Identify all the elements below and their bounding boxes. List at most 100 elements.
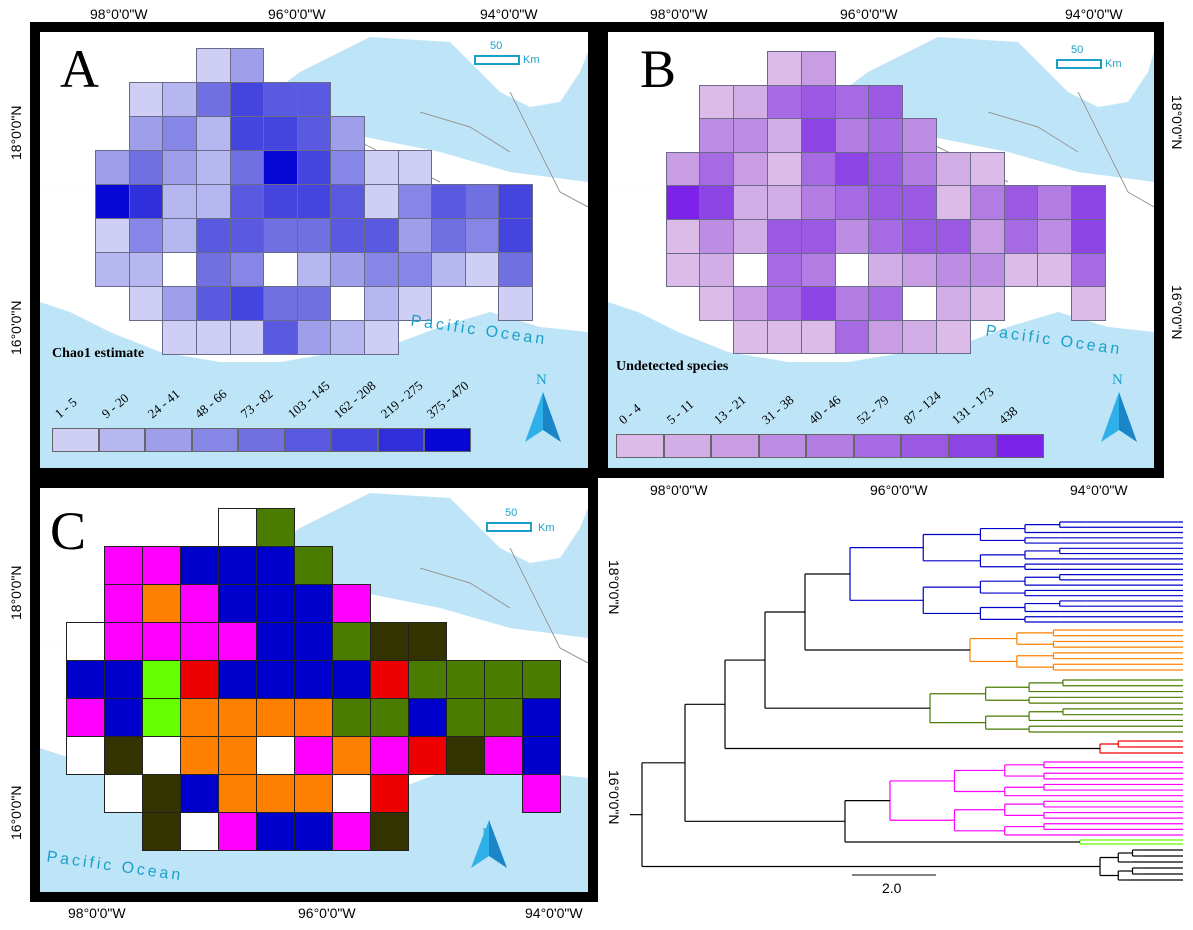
panel-a-grid-cell (296, 184, 332, 219)
panel-c-grid-cell (256, 774, 295, 813)
panel-b-grid-cell (733, 185, 768, 220)
panel-b-grid-cell (868, 185, 904, 220)
phylogenetic-tree (630, 521, 1183, 881)
panel-a-grid-cell (296, 218, 332, 253)
chao1-legend-swatch (331, 428, 378, 452)
panel-a-grid-cell (162, 218, 197, 253)
panel-b-grid-cell (902, 151, 937, 187)
chao1-legend-swatch (98, 428, 145, 452)
panel-c-grid-cell (142, 660, 181, 699)
panel-a-grid-cell (330, 150, 365, 185)
lon-label-96-bottom-b: 96°0'0"W (870, 482, 928, 498)
panel-a-grid-cell (229, 320, 265, 355)
panel-a-grid-cell (364, 286, 399, 321)
panel-c-grid-cell (332, 774, 371, 813)
panel-a-grid-cell (330, 286, 365, 321)
panel-a-grid-cell (364, 184, 399, 219)
panel-b-grid-cell (834, 252, 870, 288)
panel-b-grid-cell (969, 219, 1005, 254)
panel-c-grid-cell (104, 622, 143, 661)
panel-b-grid-cell (1037, 185, 1073, 220)
scale-bar-b (1056, 59, 1102, 69)
panel-b-grid-cell (936, 219, 971, 254)
panel-c-grid-cell (142, 812, 181, 851)
panel-b-grid-cell (969, 185, 1005, 220)
panel-c-grid-cell (522, 774, 561, 813)
panel-b-grid-cell (767, 84, 802, 120)
panel-a-grid-cell (330, 218, 365, 253)
panel-c-grid-cell (294, 584, 333, 623)
panel-a-grid-cell (263, 218, 298, 253)
panel-c-grid-cell (142, 698, 181, 737)
panel-b-grid-cell (936, 252, 971, 288)
panel-b-grid-cell (767, 51, 802, 86)
scale-bar-unit-b: Km (1105, 58, 1122, 70)
panel-b-grid-cell (665, 185, 701, 220)
panel-c-grid-cell (370, 660, 409, 699)
panel-b-grid-cell (1037, 219, 1073, 254)
panel-c-grid-cell (218, 584, 257, 623)
panel-c-grid-cell (294, 660, 333, 699)
panel-b-grid-cell (1071, 286, 1106, 321)
panel-c-grid-cell (408, 736, 447, 775)
panel-b-grid-cell (936, 286, 971, 321)
panel-b-grid-cell (969, 286, 1005, 321)
scale-bar-c (486, 522, 532, 532)
panel-a-grid-cell (364, 150, 399, 185)
panel-c-grid-cell (180, 736, 219, 775)
panel-b-grid-cell (767, 219, 802, 254)
panel-a-grid-cell (397, 286, 433, 321)
scale-bar-value-a: 50 (490, 40, 503, 52)
scale-bar-value-c: 50 (505, 507, 518, 519)
panel-a-grid-cell (162, 252, 197, 287)
lat-label-16-right-b: 16°0'0"N (1169, 285, 1185, 340)
panel-b-grid-cell (936, 185, 971, 220)
panel-a-grid-cell (196, 116, 231, 151)
panel-b-grid-cell (767, 286, 802, 321)
panel-b-grid-cell (902, 319, 937, 355)
undetected-legend-swatch (711, 434, 759, 458)
panel-a-grid-cell (397, 252, 433, 287)
panel-b-grid-cell (868, 319, 904, 355)
panel-b-grid-cell (902, 252, 937, 288)
lon-label-96-bottom-c: 96°0'0"W (298, 905, 356, 921)
panel-c-grid-cell (180, 546, 219, 585)
panel-a-grid-cell (196, 320, 231, 355)
panel-c-grid-cell (522, 660, 561, 699)
panel-c-grid-cell (294, 774, 333, 813)
panel-b-grid-cell (767, 185, 802, 220)
panel-b-grid-cell (936, 151, 971, 187)
panel-b-grid-cell (733, 219, 768, 254)
scale-bar-value-b: 50 (1071, 44, 1084, 56)
chao1-legend-swatch (191, 428, 238, 452)
panel-c-grid-cell (256, 736, 295, 775)
lat-label-18-left-c: 18°0'0"N (8, 565, 24, 621)
panel-c-grid-cell (142, 736, 181, 775)
panel-b-grid-cell (733, 151, 768, 187)
panel-a-grid-cell (229, 82, 265, 117)
panel-c-grid-cell (142, 546, 181, 585)
scale-bar-a (474, 55, 520, 65)
lat-label-18-right-b: 18°0'0"N (1169, 95, 1185, 150)
panel-c-grid-cell (408, 698, 447, 737)
panel-b-grid-cell (699, 185, 735, 220)
panel-a-grid-cell (397, 150, 433, 185)
panel-b-grid-cell (800, 51, 836, 86)
panel-a-grid-cell (196, 218, 231, 253)
panel-a-grid-cell (95, 150, 130, 185)
panel-a-grid-cell (263, 252, 298, 287)
panel-a-grid-cell (196, 82, 231, 117)
panel-b-grid-cell (699, 286, 735, 321)
undetected-legend-swatch (758, 434, 806, 458)
panel-a-grid-cell (296, 150, 332, 185)
panel-b-grid-cell (902, 286, 937, 321)
panel-letter-c: C (50, 501, 87, 561)
chao1-legend-swatch (377, 428, 424, 452)
panel-a-grid-cell (229, 252, 265, 287)
panel-c-grid-cell (332, 660, 371, 699)
panel-a-grid-cell (464, 252, 500, 287)
panel-c-grid-cell (294, 622, 333, 661)
panel-a-grid-cell (229, 150, 265, 185)
north-arrow-icon-b (1101, 392, 1137, 442)
panel-b-grid-cell (936, 319, 971, 355)
